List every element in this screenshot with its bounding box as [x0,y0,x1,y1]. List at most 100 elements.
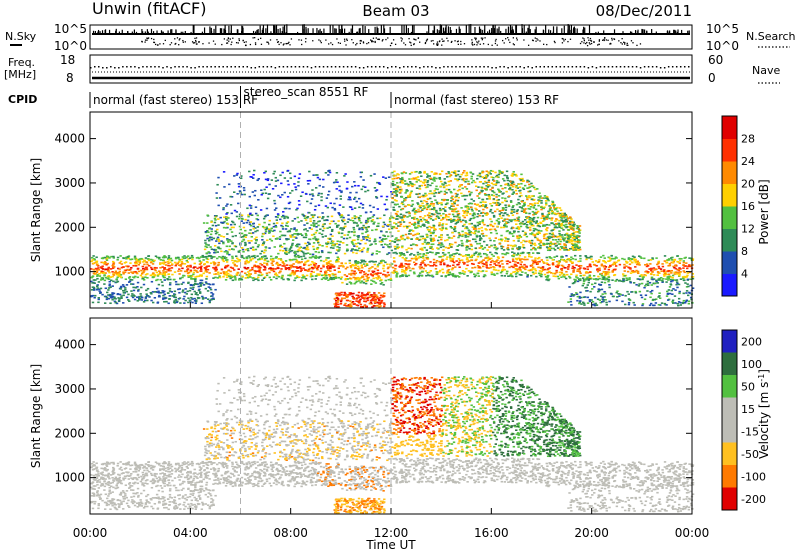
power-echo [429,237,432,240]
power-echo [95,261,98,264]
power-echo [392,272,395,274]
power-echo [556,266,559,269]
power-echo [233,260,236,262]
power-echo [327,241,330,243]
power-echo [237,268,240,270]
power-echo [408,196,412,198]
freq-point [310,67,313,69]
power-echo [399,254,403,256]
power-echo [346,266,349,269]
power-echo [120,266,124,269]
power-echo [341,219,344,222]
nsearch-point [494,42,497,45]
nsearch-point [436,44,439,46]
power-echo [567,222,571,225]
freq-point [515,66,517,68]
power-echo [515,275,518,278]
power-echo [302,253,306,255]
power-echo [569,260,573,263]
power-echo [602,271,606,274]
power-echo [173,271,177,273]
power-echo [575,264,578,266]
power-echo [305,248,308,250]
power-echo [320,196,323,198]
power-echo [456,213,460,215]
power-echo [454,173,458,176]
power-echo [491,259,494,262]
power-echo [477,197,481,199]
power-echo [153,274,157,277]
power-echo [306,270,310,272]
power-echo [162,259,165,262]
power-echo [163,268,166,270]
freq-point [154,66,156,68]
power-echo [542,244,545,246]
power-echo [307,241,310,244]
nsearch-point [410,44,412,47]
power-echo [244,244,247,247]
power-echo [534,208,538,211]
power-echo [211,293,215,295]
power-echo [123,269,127,272]
power-echo [524,208,527,210]
power-echo [388,217,392,219]
power-echo [270,239,274,242]
power-echo [478,210,481,212]
freq-point [603,66,606,68]
nsearch-point [372,37,375,39]
power-echo [362,224,365,227]
nsearch-point [542,43,545,45]
power-echo [586,268,590,271]
power-echo [371,271,375,273]
power-echo [361,275,364,278]
power-echo [297,184,300,187]
power-echo [118,262,121,264]
nsearch-point [414,38,416,41]
power-echo [579,274,582,277]
power-echo [327,174,330,176]
power-echo [146,299,149,302]
power-echo [146,277,149,279]
power-echo [598,277,601,280]
power-echo [222,221,225,224]
power-echo [487,267,491,269]
power-echo [251,257,255,260]
power-echo [521,205,525,207]
power-echo [329,246,333,249]
power-echo [313,223,316,226]
nsearch-point [223,38,226,40]
power-echo [540,202,543,204]
power-echo [233,263,236,266]
power-echo [327,237,330,240]
power-echo [563,274,566,277]
power-echo [252,227,255,230]
power-echo [351,219,355,222]
power-echo [135,272,138,274]
power-echo [354,249,357,251]
power-echo [385,231,388,233]
power-echo [514,257,518,260]
power-echo [552,205,556,207]
power-echo [549,206,552,209]
power-echo [361,266,364,269]
power-echo [338,271,341,273]
power-echo [204,245,207,248]
power-echo [204,268,208,271]
power-echo [447,251,450,254]
power-echo [330,240,334,242]
power-echo [453,202,456,205]
power-echo [587,276,591,279]
power-echo [467,208,471,210]
power-echo [405,275,409,278]
power-echo [97,267,100,269]
power-echo [404,172,408,174]
power-echo [439,244,443,246]
power-echo [268,267,271,270]
nsearch-point [436,43,438,45]
power-echo [226,223,230,225]
power-echo [592,278,596,280]
power-echo [254,265,258,268]
power-echo [359,281,362,284]
power-echo [495,181,499,184]
power-echo [341,220,345,223]
